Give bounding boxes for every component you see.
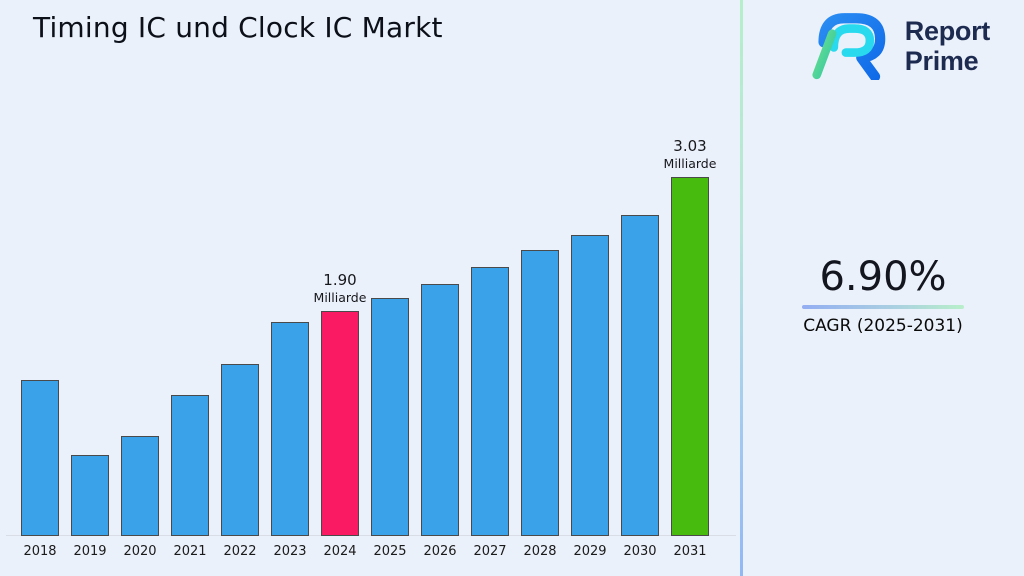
bar-2030	[621, 215, 659, 536]
x-tick-2020: 2020	[123, 544, 157, 559]
bar-chart: 2018 2019 2020 2021 2022 2023 2024 2025 2026 2027…	[6, 137, 736, 559]
bar-2028	[521, 250, 559, 536]
bar-2022	[221, 364, 259, 536]
logo-word-report: Report	[904, 16, 991, 46]
report-prime-logo-icon	[807, 8, 895, 84]
x-tick-2022: 2022	[223, 544, 257, 559]
x-tick-2019: 2019	[73, 544, 107, 559]
logo-wordmark: Report Prime	[904, 16, 991, 76]
x-tick-2026: 2026	[423, 544, 457, 559]
value-label-2031: 3.03 Milliarde	[663, 137, 717, 171]
x-tick-2029: 2029	[573, 544, 607, 559]
report-prime-logo: Report Prime	[807, 8, 990, 84]
cagr-underline	[802, 305, 964, 309]
vertical-divider	[740, 0, 743, 576]
x-tick-2018: 2018	[23, 544, 57, 559]
x-tick-2027: 2027	[473, 544, 507, 559]
cagr-panel: 6.90% CAGR (2025-2031)	[798, 254, 968, 336]
cagr-label: CAGR (2025-2031)	[803, 316, 963, 336]
x-tick-2023: 2023	[273, 544, 307, 559]
bar-2023	[271, 322, 309, 536]
bar-2021	[171, 395, 209, 536]
bar-2019	[71, 455, 109, 536]
logo-word-prime: Prime	[904, 46, 979, 76]
bar-2026	[421, 284, 459, 536]
cagr-value: 6.90%	[819, 254, 947, 300]
x-tick-2031: 2031	[673, 544, 707, 559]
bar-2025	[371, 298, 409, 536]
page-title: Timing IC und Clock IC Markt	[33, 11, 443, 44]
bar-2029	[571, 235, 609, 536]
x-tick-2021: 2021	[173, 544, 207, 559]
bar-2018	[21, 380, 59, 536]
bar-2024	[321, 311, 359, 536]
bar-2027	[471, 267, 509, 536]
bar-2031	[671, 177, 709, 536]
bar-2020	[121, 436, 159, 536]
value-label-2024: 1.90 Milliarde	[313, 271, 367, 305]
x-tick-2024: 2024	[323, 544, 357, 559]
x-tick-2025: 2025	[373, 544, 407, 559]
x-tick-2030: 2030	[623, 544, 657, 559]
x-tick-2028: 2028	[523, 544, 557, 559]
